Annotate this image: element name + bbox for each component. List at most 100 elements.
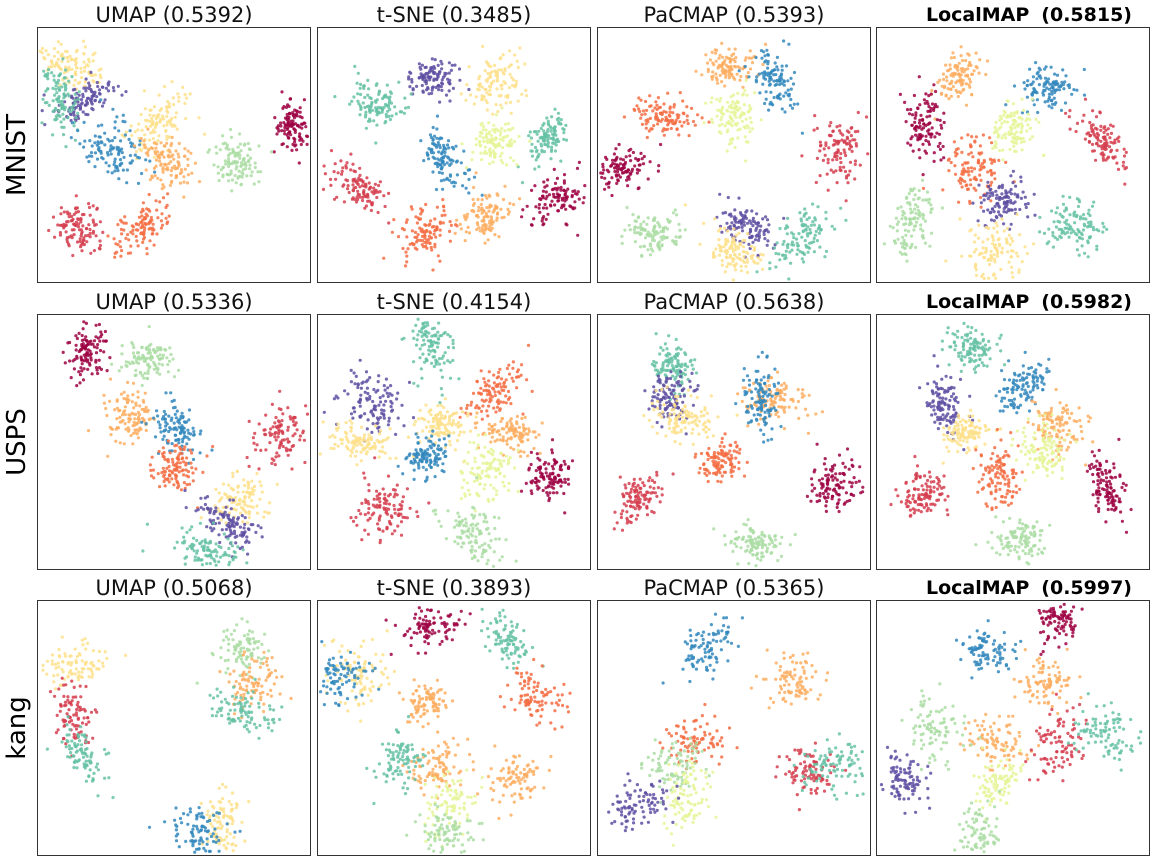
point bbox=[141, 201, 145, 205]
point bbox=[947, 157, 951, 161]
point bbox=[420, 83, 424, 88]
point bbox=[508, 156, 513, 160]
point bbox=[546, 136, 550, 141]
point bbox=[482, 139, 486, 144]
point bbox=[71, 108, 75, 112]
point bbox=[549, 157, 553, 161]
point bbox=[142, 143, 146, 147]
point bbox=[286, 453, 290, 457]
scatter-plot bbox=[882, 45, 1128, 281]
point bbox=[1048, 82, 1052, 86]
point bbox=[443, 154, 447, 158]
point bbox=[944, 93, 948, 97]
point bbox=[977, 183, 981, 187]
point bbox=[147, 148, 151, 152]
point bbox=[821, 158, 825, 162]
point bbox=[677, 113, 681, 117]
point bbox=[737, 231, 741, 235]
point bbox=[57, 109, 61, 113]
point bbox=[175, 409, 179, 413]
point bbox=[197, 116, 201, 120]
point bbox=[812, 250, 816, 254]
point bbox=[127, 428, 131, 432]
point bbox=[1032, 242, 1036, 246]
point bbox=[440, 171, 444, 175]
point bbox=[844, 218, 848, 222]
point bbox=[409, 71, 413, 75]
point bbox=[435, 136, 439, 140]
point bbox=[814, 180, 818, 185]
point bbox=[449, 162, 453, 166]
point bbox=[419, 72, 423, 76]
point bbox=[925, 115, 929, 119]
point bbox=[809, 231, 813, 235]
point bbox=[835, 125, 839, 129]
point bbox=[340, 172, 344, 176]
point bbox=[913, 120, 917, 124]
point bbox=[364, 182, 368, 186]
point bbox=[784, 256, 788, 260]
point bbox=[286, 136, 290, 140]
point bbox=[483, 223, 487, 227]
point bbox=[986, 226, 991, 230]
point bbox=[84, 112, 88, 116]
point bbox=[497, 94, 501, 98]
point bbox=[818, 149, 822, 153]
point bbox=[747, 109, 751, 113]
point bbox=[148, 159, 152, 163]
point bbox=[787, 94, 791, 98]
point bbox=[155, 346, 160, 350]
point bbox=[506, 134, 510, 138]
point bbox=[768, 267, 772, 271]
point bbox=[791, 82, 796, 86]
point bbox=[730, 67, 734, 71]
point bbox=[390, 114, 394, 118]
point bbox=[438, 259, 442, 263]
point bbox=[1102, 225, 1106, 229]
point bbox=[1023, 195, 1027, 199]
point bbox=[84, 86, 88, 90]
point bbox=[638, 245, 643, 249]
point bbox=[1000, 121, 1004, 126]
point bbox=[918, 156, 922, 160]
point bbox=[435, 226, 439, 230]
point bbox=[710, 117, 714, 121]
point bbox=[613, 169, 617, 174]
point bbox=[359, 107, 363, 111]
point bbox=[74, 343, 78, 347]
point bbox=[761, 82, 765, 86]
point bbox=[73, 72, 77, 76]
point bbox=[520, 181, 525, 185]
point bbox=[431, 170, 435, 174]
point bbox=[305, 412, 310, 416]
point bbox=[434, 235, 438, 239]
point bbox=[529, 149, 533, 153]
point bbox=[275, 126, 279, 130]
point bbox=[945, 75, 949, 79]
point bbox=[257, 422, 261, 426]
point bbox=[159, 178, 163, 182]
point bbox=[958, 176, 963, 180]
point bbox=[968, 80, 973, 84]
point bbox=[646, 216, 650, 220]
point bbox=[145, 356, 149, 360]
point bbox=[745, 209, 749, 213]
point bbox=[185, 442, 189, 446]
point bbox=[1058, 220, 1062, 224]
point bbox=[94, 351, 99, 355]
point bbox=[359, 178, 363, 182]
point bbox=[782, 239, 786, 244]
point bbox=[203, 132, 207, 136]
point bbox=[741, 217, 745, 221]
point bbox=[501, 197, 506, 202]
point bbox=[832, 138, 836, 143]
point bbox=[76, 222, 81, 226]
point bbox=[459, 227, 463, 231]
point bbox=[674, 118, 678, 122]
point bbox=[472, 102, 476, 106]
point bbox=[485, 205, 489, 210]
point bbox=[724, 255, 728, 259]
point bbox=[735, 72, 739, 76]
point bbox=[924, 151, 928, 155]
point bbox=[77, 349, 81, 354]
